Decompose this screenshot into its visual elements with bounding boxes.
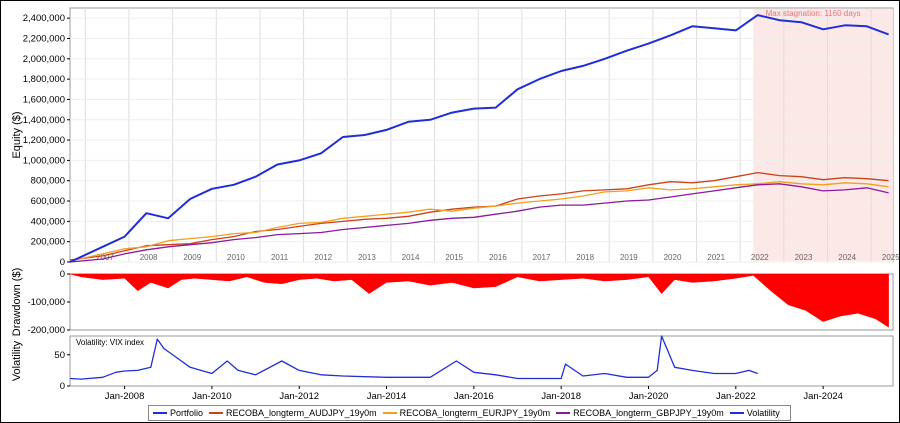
volatility-axis-title: Volatility — [11, 340, 23, 381]
equity-y-tick-label: 1,800,000 — [23, 74, 65, 85]
year-label: 2013 — [358, 253, 376, 262]
year-label: 2018 — [576, 253, 594, 262]
legend-swatch — [556, 412, 571, 414]
volatility-plot-area — [69, 335, 894, 387]
drawdown-axis-title: Drawdown ($) — [11, 268, 23, 336]
year-label: 2015 — [445, 253, 463, 262]
year-label: 2021 — [707, 253, 725, 262]
legend-item: Portfolio — [153, 408, 203, 418]
equity-y-tick-label: 0 — [60, 257, 65, 268]
equity-y-tick-label: 200,000 — [31, 237, 65, 248]
year-label: 2025 — [882, 253, 900, 262]
year-label: 2008 — [140, 253, 158, 262]
legend-swatch — [153, 412, 167, 414]
series-line-RECOBA_longterm_GBPJPY_19y0m — [69, 183, 889, 263]
volatility-line — [69, 335, 758, 380]
equity-y-tick-label: 800,000 — [31, 176, 65, 187]
volatility-y-tick-label: 50 — [54, 350, 65, 361]
x-tick-label: Jan-2012 — [279, 391, 319, 402]
year-label: 2016 — [489, 253, 507, 262]
legend-swatch — [729, 412, 744, 414]
x-tick-label: Jan-2016 — [454, 391, 494, 402]
x-tick-label: Jan-2008 — [105, 391, 145, 402]
series-line-Portfolio — [69, 14, 889, 263]
legend-item: RECOBA_longterm_EURJPY_19y0m — [382, 408, 551, 418]
year-label: 2020 — [664, 253, 682, 262]
volatility-note: Volatility: VIX index — [76, 338, 144, 347]
legend-swatch — [382, 412, 397, 414]
equity-y-tick-label: 400,000 — [31, 216, 65, 227]
equity-y-tick-label: 1,400,000 — [23, 115, 65, 126]
x-tick-label: Jan-2014 — [367, 391, 407, 402]
drawdown-y-tick-label: -100,000 — [27, 297, 65, 308]
x-tick-label: Jan-2018 — [541, 391, 581, 402]
volatility-y-tick-label: 0 — [60, 381, 65, 392]
year-label: 2017 — [533, 253, 551, 262]
equity-y-tick-label: 1,600,000 — [23, 94, 65, 105]
legend-item: RECOBA_longterm_AUDJPY_19y0m — [209, 408, 377, 418]
legend-label: Volatility — [746, 408, 780, 418]
year-label: 2023 — [795, 253, 813, 262]
legend: Portfolio RECOBA_longterm_AUDJPY_19y0m REC… — [148, 405, 791, 421]
year-label: 2007 — [96, 253, 114, 262]
equity-y-tick-label: 2,000,000 — [23, 54, 65, 65]
year-label: 2019 — [620, 253, 638, 262]
equity-axis-title: Equity ($) — [11, 111, 23, 158]
equity-y-tick-label: 1,200,000 — [23, 135, 65, 146]
drawdown-area — [69, 273, 889, 328]
legend-label: RECOBA_longterm_AUDJPY_19y0m — [226, 408, 377, 418]
equity-y-tick-label: 2,400,000 — [23, 13, 65, 24]
drawdown-y-tick-label: -200,000 — [27, 325, 65, 336]
year-label: 2022 — [751, 253, 769, 262]
legend-label: RECOBA_longterm_GBPJPY_19y0m — [573, 408, 724, 418]
year-label: 2012 — [314, 253, 332, 262]
year-label: 2011 — [271, 253, 289, 262]
legend-item: Volatility — [729, 408, 780, 418]
x-tick-label: Jan-2020 — [629, 391, 669, 402]
stagnation-note: Max stagnation: 1160 days — [766, 9, 861, 18]
year-label: 2014 — [402, 253, 420, 262]
year-label: 2009 — [183, 253, 201, 262]
year-label: 2010 — [227, 253, 245, 262]
x-tick-label: Jan-2022 — [716, 391, 756, 402]
x-tick-label: Jan-2024 — [803, 391, 843, 402]
equity-y-tick-label: 1,000,000 — [23, 155, 65, 166]
legend-swatch — [209, 412, 224, 414]
drawdown-y-tick-label: 0 — [60, 269, 65, 280]
equity-y-tick-label: 600,000 — [31, 196, 65, 207]
legend-label: RECOBA_longterm_EURJPY_19y0m — [399, 408, 551, 418]
equity-y-tick-label: 2,200,000 — [23, 33, 65, 44]
year-label: 2024 — [838, 253, 856, 262]
legend-item: RECOBA_longterm_GBPJPY_19y0m — [556, 408, 724, 418]
stagnation-region — [753, 9, 893, 261]
x-tick-label: Jan-2010 — [192, 391, 232, 402]
legend-label: Portfolio — [170, 408, 204, 418]
series-line-RECOBA_longterm_EURJPY_19y0m — [69, 181, 889, 262]
